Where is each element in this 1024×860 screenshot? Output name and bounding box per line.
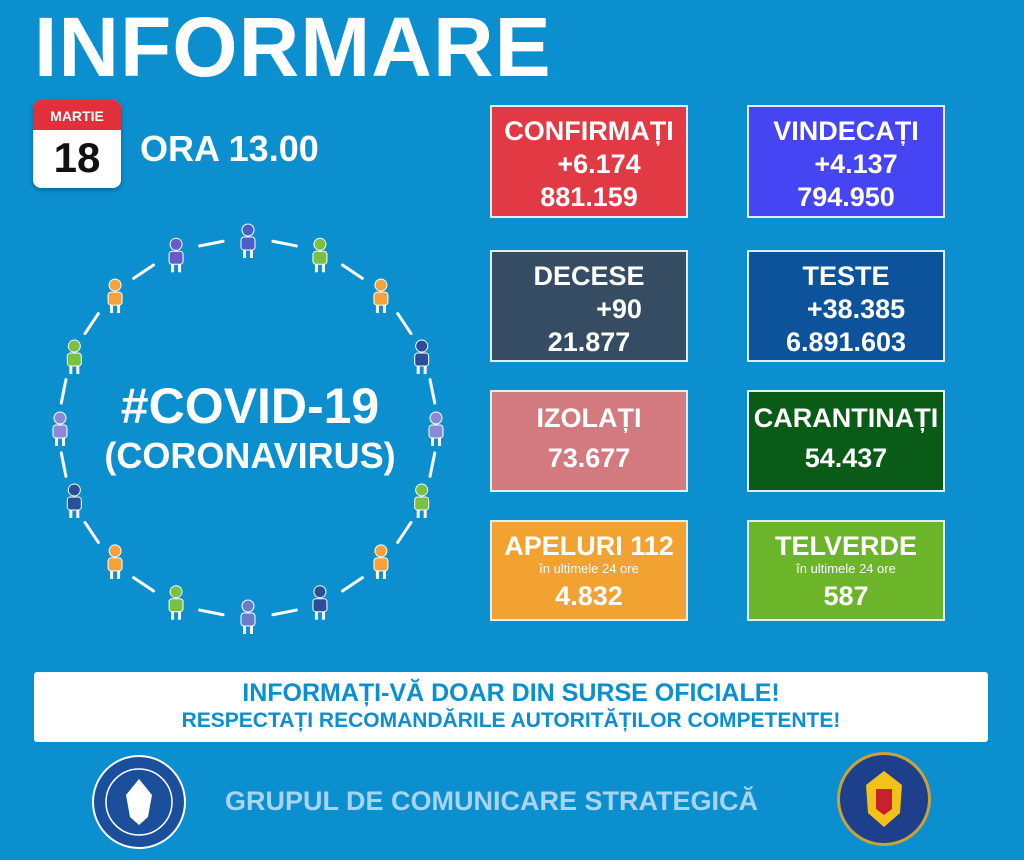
dsu-seal-logo: [837, 752, 931, 846]
stat-apeluri: APELURI 112 în ultimele 24 ore 4.832: [490, 520, 688, 621]
stat-label: VINDECAȚI: [773, 116, 919, 146]
arrow-icon: [396, 520, 413, 544]
arrow-icon: [59, 378, 68, 405]
stat-total: 881.159: [540, 182, 638, 212]
stat-label: CARANTINAȚI: [753, 403, 939, 433]
stat-label: IZOLAȚI: [536, 403, 642, 433]
arrow-icon: [132, 263, 156, 280]
advisory-line-1: INFORMAȚI-VĂ DOAR DIN SURSE OFICIALE!: [242, 679, 780, 707]
advisory-line-2: RESPECTAȚI RECOMANDĂRILE AUTORITĂȚILOR C…: [181, 709, 841, 732]
arrow-icon: [396, 312, 413, 336]
arrow-icon: [83, 312, 100, 336]
stat-sublabel: în ultimele 24 ore: [539, 561, 639, 576]
person-icon: [414, 339, 430, 375]
person-icon: [52, 411, 68, 446]
stat-izolati: IZOLAȚI 73.677: [490, 390, 688, 492]
arrow-icon: [428, 451, 437, 478]
stat-label: CONFIRMAȚI: [504, 116, 674, 146]
stat-carantinati: CARANTINAȚI 54.437: [747, 390, 945, 492]
people-ring-illustration: [52, 223, 444, 634]
person-icon: [373, 544, 389, 579]
arrow-icon: [132, 576, 156, 593]
stat-label: APELURI 112: [504, 531, 674, 561]
stat-confirmati: CONFIRMAȚI +6.174 881.159: [490, 105, 688, 218]
stat-telverde: TELVERDE în ultimele 24 ore 587: [747, 520, 945, 621]
advisory-banner: INFORMAȚI-VĂ DOAR DIN SURSE OFICIALE! RE…: [34, 672, 988, 742]
covid-subtitle: (CORONAVIRUS): [104, 435, 396, 476]
stat-total: 54.437: [804, 443, 888, 473]
stat-total: 73.677: [547, 443, 631, 473]
arrow-icon: [340, 576, 364, 593]
stat-change: +6.174: [557, 149, 641, 179]
stat-total: 4.832: [555, 581, 623, 611]
arrow-icon: [198, 239, 225, 248]
arrow-icon: [428, 378, 437, 405]
person-icon: [428, 411, 444, 446]
covid-heading: #COVID-19 (CORONAVIRUS): [60, 378, 440, 478]
arrow-icon: [59, 451, 68, 478]
stat-change: +4.137: [814, 149, 898, 179]
person-icon: [66, 339, 82, 375]
stat-change: +90: [596, 294, 642, 324]
person-icon: [312, 585, 328, 620]
report-time: ORA 13.00: [140, 128, 319, 169]
arrow-icon: [198, 608, 225, 617]
calendar-icon: MARTIE 18: [33, 100, 121, 188]
arrow-icon: [271, 608, 298, 617]
page-title: INFORMARE: [34, 0, 552, 94]
arrow-icon: [271, 239, 298, 248]
stat-total: 794.950: [797, 182, 895, 212]
person-icon: [373, 278, 389, 314]
stat-label: DECESE: [533, 261, 645, 291]
person-icon: [168, 585, 184, 620]
stat-total: 6.891.603: [785, 327, 907, 357]
calendar-month: MARTIE: [33, 100, 121, 130]
person-icon: [414, 483, 430, 518]
stat-sublabel: în ultimele 24 ore: [796, 561, 896, 576]
person-icon: [107, 278, 123, 314]
coat-of-arms-icon: [866, 771, 902, 827]
covid-title: #COVID-19: [120, 378, 380, 434]
calendar-day: 18: [53, 134, 101, 181]
stat-label: TESTE: [802, 261, 890, 291]
person-icon: [168, 237, 184, 273]
footer-organization: GRUPUL DE COMUNICARE STRATEGICĂ: [225, 786, 759, 816]
stat-teste: TESTE +38.385 6.891.603: [747, 250, 945, 362]
person-icon: [312, 237, 328, 273]
arrow-icon: [83, 520, 100, 544]
stat-total: 21.877: [547, 327, 631, 357]
eagle-icon: [105, 768, 173, 836]
person-icon: [240, 223, 256, 258]
stat-vindecati: VINDECAȚI +4.137 794.950: [747, 105, 945, 218]
stat-change: +38.385: [806, 294, 906, 324]
person-icon: [66, 483, 82, 518]
person-icon: [240, 599, 256, 634]
person-icon: [107, 544, 123, 579]
stat-label: TELVERDE: [774, 531, 917, 561]
stat-total: 587: [823, 581, 869, 611]
arrow-icon: [340, 263, 364, 280]
stat-decese: DECESE +90 21.877: [490, 250, 688, 362]
government-seal-logo: [92, 755, 186, 849]
